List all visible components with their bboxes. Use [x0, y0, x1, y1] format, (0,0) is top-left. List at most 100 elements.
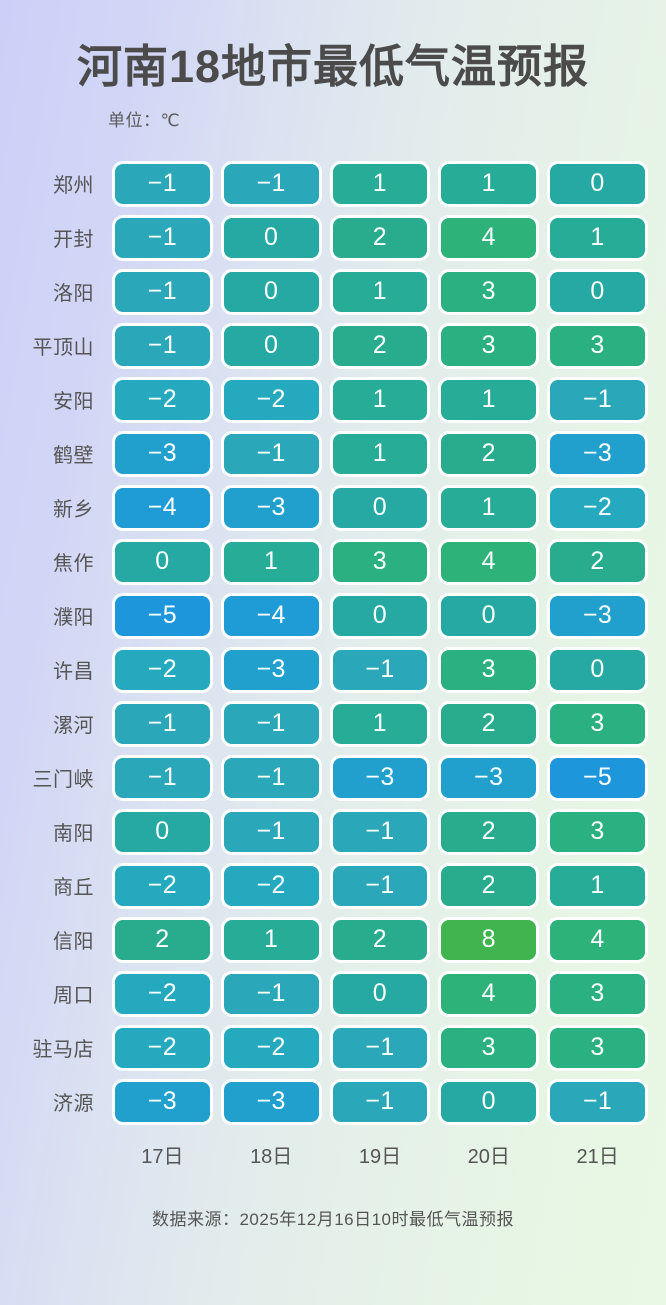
temperature-cell[interactable]: −1 [329, 808, 431, 855]
temperature-cell[interactable]: 1 [329, 160, 431, 207]
temperature-cell[interactable]: 8 [438, 916, 540, 963]
temperature-cell[interactable]: −1 [220, 754, 322, 801]
table-row: 驻马店 −2 −2 −1 3 3 [14, 1021, 652, 1075]
temperature-cell[interactable]: −3 [220, 484, 322, 531]
temperature-cell[interactable]: 4 [547, 916, 648, 963]
temperature-value: 1 [481, 385, 496, 413]
temperature-cell[interactable]: 0 [220, 322, 322, 369]
temperature-cell[interactable]: 3 [438, 322, 540, 369]
temperature-cell[interactable]: −1 [329, 1078, 431, 1125]
temperature-cell[interactable]: 1 [438, 484, 540, 531]
temperature-cell[interactable]: 1 [547, 214, 648, 261]
temperature-cell[interactable]: 3 [438, 646, 540, 693]
temperature-cell[interactable]: −1 [112, 700, 213, 747]
temperature-cell[interactable]: −1 [112, 754, 213, 801]
table-row: 安阳 −2 −2 1 1 −1 [14, 373, 652, 427]
temperature-cell[interactable]: −4 [220, 592, 322, 639]
temperature-cell[interactable]: 2 [438, 808, 540, 855]
temperature-cell[interactable]: 3 [438, 268, 540, 315]
temperature-cell[interactable]: −2 [112, 1024, 213, 1071]
temperature-cell[interactable]: 2 [547, 538, 648, 585]
temperature-cell[interactable]: 1 [438, 160, 540, 207]
temperature-cell[interactable]: 1 [220, 916, 322, 963]
temperature-cell[interactable]: 0 [112, 538, 213, 585]
temperature-cell[interactable]: −1 [547, 376, 648, 423]
temperature-cell[interactable]: 3 [329, 538, 431, 585]
temperature-cell[interactable]: −3 [220, 646, 322, 693]
temperature-cell[interactable]: 3 [547, 700, 648, 747]
city-label: 濮阳 [53, 607, 94, 629]
temperature-cell[interactable]: 0 [220, 268, 322, 315]
temperature-cell[interactable]: 4 [438, 214, 540, 261]
temperature-cell[interactable]: −1 [220, 160, 322, 207]
temperature-cell[interactable]: 1 [329, 430, 431, 477]
temperature-cell[interactable]: −3 [547, 430, 648, 477]
temperature-cell[interactable]: 1 [329, 268, 431, 315]
temperature-cell[interactable]: 3 [438, 1024, 540, 1071]
temperature-cell[interactable]: 3 [547, 322, 648, 369]
temperature-cell[interactable]: −1 [220, 700, 322, 747]
temperature-cell[interactable]: −1 [329, 646, 431, 693]
temperature-cell[interactable]: 0 [547, 160, 648, 207]
temperature-cell[interactable]: −3 [329, 754, 431, 801]
temperature-value: 1 [263, 547, 279, 575]
temperature-cell[interactable]: 1 [329, 376, 431, 423]
temperature-cell[interactable]: 1 [438, 376, 540, 423]
temperature-cell[interactable]: −2 [112, 646, 213, 693]
temperature-cell[interactable]: −1 [220, 430, 322, 477]
table-row: 许昌 −2 −3 −1 3 0 [14, 643, 652, 697]
temperature-cell[interactable]: −2 [112, 862, 213, 909]
temperature-cell[interactable]: −2 [112, 970, 213, 1017]
temperature-cell[interactable]: 2 [329, 916, 431, 963]
temperature-cell[interactable]: 2 [329, 322, 431, 369]
cell-group: −1 −1 −3 −3 −5 [108, 754, 652, 801]
temperature-cell[interactable]: −2 [220, 376, 322, 423]
temperature-cell[interactable]: −1 [329, 862, 431, 909]
temperature-cell[interactable]: −1 [329, 1024, 431, 1071]
temperature-cell[interactable]: 2 [438, 700, 540, 747]
temperature-cell[interactable]: −2 [112, 376, 213, 423]
temperature-cell[interactable]: −3 [547, 592, 648, 639]
temperature-cell[interactable]: 2 [329, 214, 431, 261]
temperature-cell[interactable]: −1 [547, 1078, 648, 1125]
table-row: 信阳 2 1 2 8 4 [14, 913, 652, 967]
temperature-cell[interactable]: −3 [220, 1078, 322, 1125]
temperature-value: −2 [147, 871, 178, 899]
temperature-cell[interactable]: 0 [329, 484, 431, 531]
temperature-cell[interactable]: −5 [112, 592, 213, 639]
temperature-cell[interactable]: 4 [438, 538, 540, 585]
temperature-cell[interactable]: 0 [329, 592, 431, 639]
temperature-cell[interactable]: 3 [547, 1024, 648, 1071]
temperature-cell[interactable]: −3 [112, 1078, 213, 1125]
temperature-cell[interactable]: 2 [112, 916, 213, 963]
temperature-cell[interactable]: 0 [547, 268, 648, 315]
temperature-cell[interactable]: −3 [438, 754, 540, 801]
temperature-cell[interactable]: −5 [547, 754, 648, 801]
temperature-cell[interactable]: 1 [547, 862, 648, 909]
temperature-cell[interactable]: 1 [329, 700, 431, 747]
temperature-cell[interactable]: −2 [547, 484, 648, 531]
temperature-cell[interactable]: 0 [438, 1078, 540, 1125]
temperature-cell[interactable]: −2 [220, 1024, 322, 1071]
temperature-cell[interactable]: 3 [547, 970, 648, 1017]
temperature-cell[interactable]: 0 [220, 214, 322, 261]
temperature-cell[interactable]: −1 [112, 160, 213, 207]
temperature-value: −1 [147, 223, 178, 251]
temperature-cell[interactable]: −3 [112, 430, 213, 477]
temperature-cell[interactable]: 0 [329, 970, 431, 1017]
temperature-cell[interactable]: 1 [220, 538, 322, 585]
temperature-cell[interactable]: −1 [220, 808, 322, 855]
temperature-cell[interactable]: −2 [220, 862, 322, 909]
temperature-cell[interactable]: 2 [438, 430, 540, 477]
temperature-cell[interactable]: 3 [547, 808, 648, 855]
temperature-cell[interactable]: 4 [438, 970, 540, 1017]
temperature-cell[interactable]: 0 [547, 646, 648, 693]
temperature-cell[interactable]: 2 [438, 862, 540, 909]
temperature-cell[interactable]: −4 [112, 484, 213, 531]
temperature-cell[interactable]: 0 [438, 592, 540, 639]
temperature-cell[interactable]: −1 [112, 268, 213, 315]
temperature-cell[interactable]: −1 [220, 970, 322, 1017]
temperature-cell[interactable]: 0 [112, 808, 213, 855]
temperature-cell[interactable]: −1 [112, 322, 213, 369]
temperature-cell[interactable]: −1 [112, 214, 213, 261]
